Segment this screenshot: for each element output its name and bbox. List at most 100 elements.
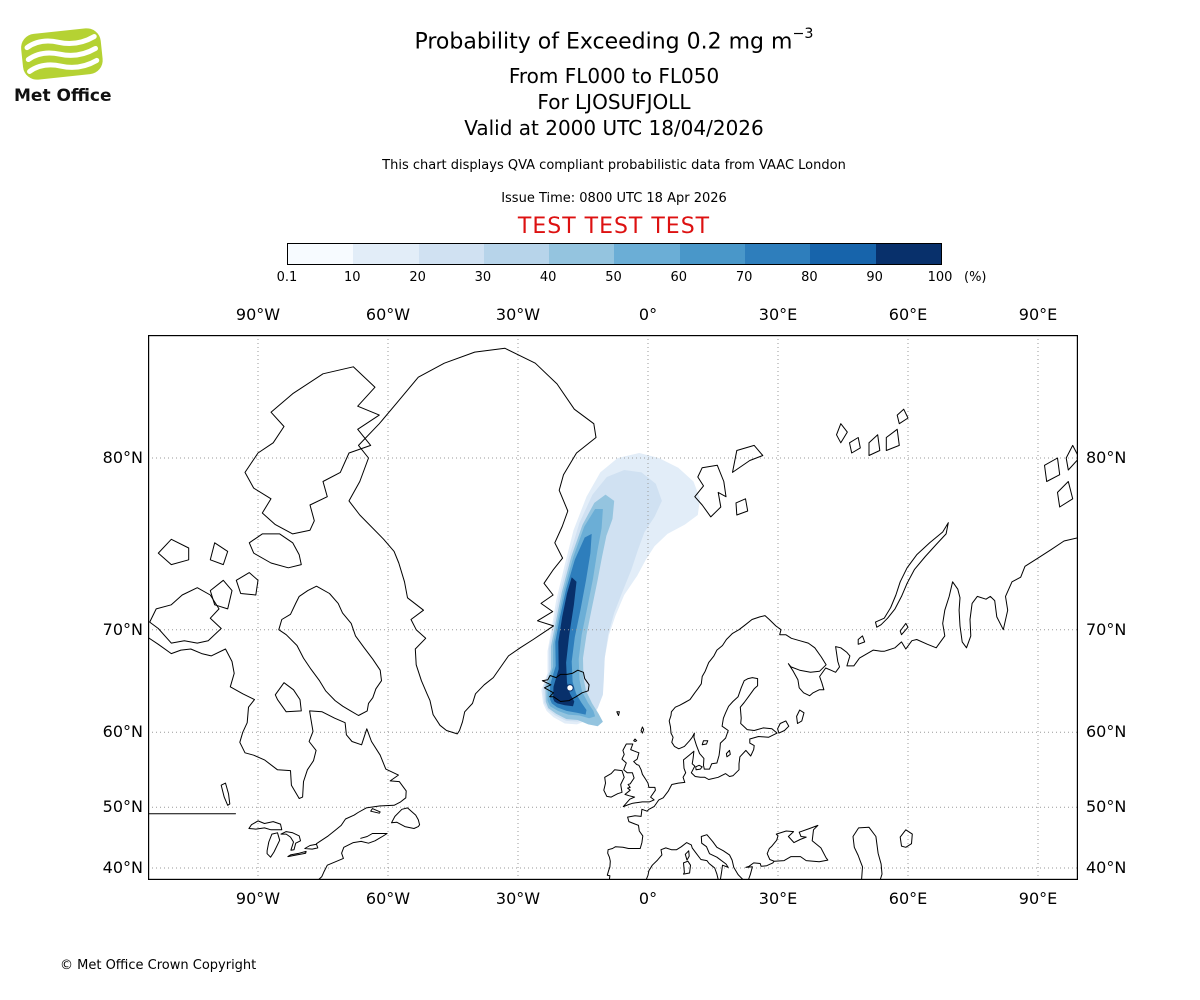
lon-label-top: 0° (638, 305, 658, 324)
coastline (745, 824, 829, 880)
coastline (899, 829, 913, 848)
lat-label-left: 80°N (102, 448, 143, 467)
coastline (1044, 457, 1061, 482)
coastline (683, 860, 691, 875)
coastline (885, 428, 900, 451)
lon-label-bottom: 0° (638, 889, 658, 908)
coastline (694, 464, 727, 518)
coastline (899, 622, 909, 636)
coastline (209, 542, 229, 566)
copyright-text: © Met Office Crown Copyright (60, 958, 257, 973)
met-office-logo: Met Office (12, 24, 132, 106)
lat-label-right: 40°N (1086, 857, 1127, 877)
lon-label-bottom: 30°E (758, 889, 798, 908)
lat-label-right: 50°N (1086, 797, 1127, 817)
coastline (857, 635, 866, 645)
colorbar-segment (875, 244, 941, 264)
colorbar-tick-label: 70 (735, 270, 753, 285)
colorbar-tick-label: 60 (670, 270, 688, 285)
coastline (348, 347, 597, 735)
flight-level-line: From FL000 to FL050 (508, 64, 720, 88)
coastline (684, 850, 690, 861)
met-office-logo-flag-icon (21, 28, 103, 80)
coastline (868, 434, 881, 456)
map-canvas (148, 335, 1078, 880)
colorbar-segment (418, 244, 484, 264)
coastline (849, 437, 861, 454)
coastline (220, 782, 231, 806)
coastline (235, 572, 259, 596)
lon-label-top: 30°E (758, 305, 798, 324)
lat-label-left: 60°N (102, 722, 143, 742)
coastline (621, 743, 656, 808)
qva-note: This chart displays QVA compliant probab… (382, 158, 846, 173)
colorbar-segment (810, 244, 876, 264)
coastline (836, 423, 848, 444)
lat-label-right: 60°N (1086, 722, 1127, 742)
colorbar-segment (353, 244, 419, 264)
colorbar-segment (549, 244, 615, 264)
coastline (725, 749, 731, 758)
colorbar-tick-label: 90 (866, 270, 883, 285)
lon-label-bottom: 30°W (495, 889, 541, 908)
coastline (304, 843, 319, 850)
coastline (633, 738, 638, 742)
coastline (1065, 444, 1078, 471)
lat-label-left: 40°N (102, 857, 143, 877)
coastline (896, 408, 909, 425)
coastline (370, 808, 381, 814)
colorbar-tick-label: 0.1 (276, 270, 298, 285)
valid-time-line: Valid at 2000 UTC 18/04/2026 (464, 116, 764, 140)
coastline (700, 834, 744, 880)
ash-plume-layer (553, 577, 577, 707)
lon-label-top: 30°W (495, 305, 541, 324)
volcano-name-line: For LJOSUFJOLL (537, 90, 691, 114)
coastline (287, 850, 307, 858)
coastline (695, 764, 703, 771)
coastline (796, 709, 805, 724)
lon-label-top: 90°W (235, 305, 281, 324)
colorbar-segment (679, 244, 746, 264)
coastline (606, 537, 1078, 880)
coastline (157, 538, 190, 566)
coastline (645, 842, 719, 880)
colorbar-segment (614, 244, 680, 264)
lon-label-top: 60°E (888, 305, 928, 324)
chart-title-text: Probability of Exceeding 0.2 mg m (414, 29, 793, 55)
coastline (149, 587, 222, 644)
colorbar-segment (483, 244, 550, 264)
coastline (640, 726, 645, 734)
coastline (735, 498, 749, 516)
coastline (266, 832, 281, 858)
colorbar-tick-label: 50 (605, 270, 622, 285)
colorbar-tick-label: 10 (344, 270, 361, 285)
coastline (732, 444, 764, 473)
met-office-logo-text: Met Office (14, 86, 112, 106)
lat-label-right: 70°N (1086, 619, 1127, 639)
chart-title: Probability of Exceeding 0.2 mg m−3 (14, 26, 1200, 55)
colorbar-tick-label: 100 (927, 270, 953, 285)
coastline (248, 820, 283, 831)
colorbar-segment (288, 244, 354, 264)
colorbar-tick-label: 20 (409, 270, 426, 285)
issue-time: Issue Time: 0800 UTC 18 Apr 2026 (501, 191, 727, 206)
colorbar-segment (745, 244, 811, 264)
lon-label-top: 90°E (1018, 305, 1058, 324)
coastline (274, 682, 302, 713)
coastline (701, 740, 709, 746)
lat-label-left: 50°N (102, 797, 143, 817)
coastline (318, 840, 362, 880)
lon-label-bottom: 90°W (235, 889, 281, 908)
coastline (244, 366, 380, 535)
lat-label-left: 70°N (102, 619, 143, 639)
coastline (209, 579, 233, 610)
colorbar (287, 243, 942, 265)
coastline (603, 769, 625, 798)
coastline (541, 669, 590, 702)
coastline (148, 636, 407, 845)
coastline (875, 522, 949, 628)
lon-label-bottom: 90°E (1018, 889, 1058, 908)
coastline (280, 831, 301, 851)
colorbar-tick-label: 80 (801, 270, 818, 285)
